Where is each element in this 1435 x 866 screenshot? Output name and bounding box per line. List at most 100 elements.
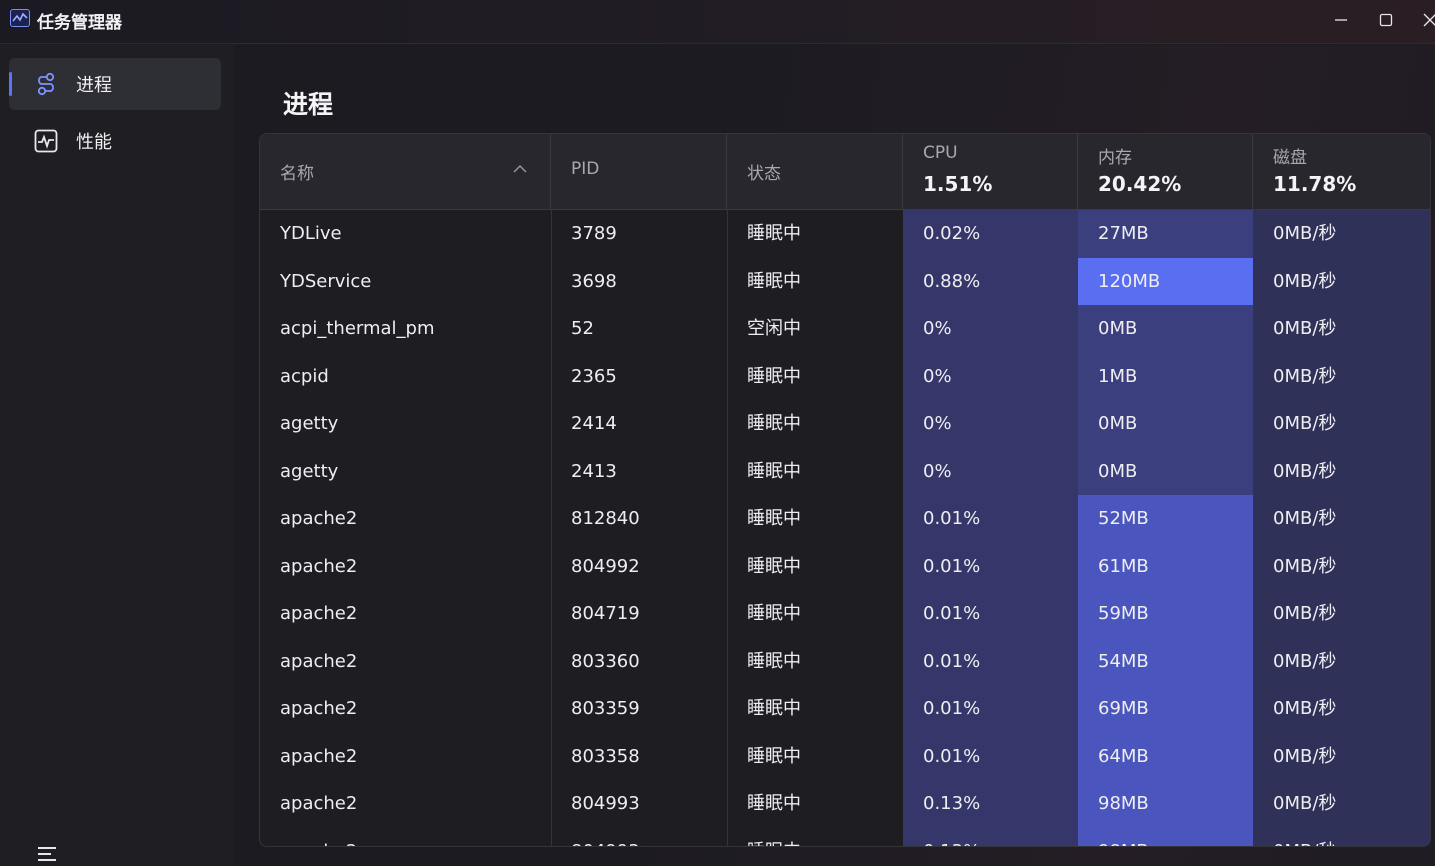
pid-cell: 804993 xyxy=(571,793,640,814)
state-cell: 睡眠中 xyxy=(747,223,801,244)
state-cell: 睡眠中 xyxy=(747,555,801,577)
hamburger-menu-icon xyxy=(38,847,56,861)
table-row[interactable]: acpi_thermal_pm 52 空闲中 0% 0MB 0MB/秒 xyxy=(260,305,1430,353)
process-name-cell: apache2 xyxy=(280,650,358,672)
memory-cell: 0MB xyxy=(1078,400,1253,448)
memory-cell: 54MB xyxy=(1078,637,1253,685)
pid-cell: 812840 xyxy=(571,508,640,529)
table-row[interactable]: apache2 812840 睡眠中 0.01% 52MB 0MB/秒 xyxy=(260,495,1430,543)
column-divider xyxy=(727,210,728,846)
column-header-cpu[interactable]: CPU 1.51% xyxy=(903,134,1078,210)
process-icon xyxy=(33,71,59,97)
column-label: 磁盘 xyxy=(1273,148,1307,168)
maximize-button[interactable] xyxy=(1372,8,1400,32)
disk-cell: 0MB/秒 xyxy=(1253,542,1430,590)
column-header-name[interactable]: 名称 xyxy=(260,134,551,210)
disk-cell: 0MB/秒 xyxy=(1253,495,1430,543)
pid-cell: 3789 xyxy=(571,223,617,244)
pid-cell: 804993 xyxy=(551,828,727,847)
sidebar-item-processes[interactable]: 进程 xyxy=(9,58,221,110)
disk-cell: 0MB/秒 xyxy=(1253,305,1430,353)
column-header-state[interactable]: 状态 xyxy=(727,134,903,210)
memory-cell: 64MB xyxy=(1078,732,1253,780)
pid-cell: 804992 xyxy=(571,555,640,577)
page-title: 进程 xyxy=(283,90,334,119)
disk-cell: 0MB/秒 xyxy=(1253,352,1430,400)
memory-cell: 98MB xyxy=(1078,780,1253,828)
disk-cell: 0MB/秒 xyxy=(1253,447,1430,495)
cpu-cell: 0.01% xyxy=(903,685,1078,733)
cpu-cell: 0.02% xyxy=(903,210,1078,258)
memory-cell: 120MB xyxy=(1078,257,1253,305)
memory-cell: 98MB xyxy=(1078,827,1253,846)
table-row[interactable]: acpid 2365 睡眠中 0% 1MB 0MB/秒 xyxy=(260,352,1430,400)
pid-cell: 2365 xyxy=(571,365,617,387)
minimize-button[interactable] xyxy=(1327,8,1355,32)
memory-cell: 1MB xyxy=(1078,352,1253,400)
column-label: 内存 xyxy=(1098,148,1132,168)
column-divider xyxy=(551,210,552,846)
process-name-cell: apache2 xyxy=(280,793,358,814)
column-label: PID xyxy=(571,159,600,179)
table-row[interactable]: YDLive 3789 睡眠中 0.02% 27MB 0MB/秒 xyxy=(260,210,1430,258)
state-cell: 睡眠中 xyxy=(747,460,801,482)
table-row[interactable]: apache2 804719 睡眠中 0.01% 59MB 0MB/秒 xyxy=(260,590,1430,638)
minimize-icon xyxy=(1335,19,1347,21)
cpu-cell: 0.01% xyxy=(903,637,1078,685)
active-indicator xyxy=(9,72,12,96)
table-row[interactable]: agetty 2414 睡眠中 0% 0MB 0MB/秒 xyxy=(260,400,1430,448)
memory-cell: 0MB xyxy=(1078,447,1253,495)
main-content: 进程 名称 PID 状态 CPU 1.51% 内存 20.42% 磁盘 xyxy=(234,45,1435,866)
column-header-pid[interactable]: PID xyxy=(551,134,727,210)
cpu-cell: 0.88% xyxy=(903,257,1078,305)
process-name-cell: YDService xyxy=(280,270,372,292)
window-title: 任务管理器 xyxy=(37,13,122,33)
disk-cell: 0MB/秒 xyxy=(1253,210,1430,258)
pid-cell: 3698 xyxy=(571,270,617,292)
disk-cell: 0MB/秒 xyxy=(1253,257,1430,305)
state-cell: 空闲中 xyxy=(747,318,801,339)
disk-cell: 0MB/秒 xyxy=(1253,780,1430,828)
process-name-cell: acpi_thermal_pm xyxy=(280,318,435,339)
state-cell: 睡眠中 xyxy=(747,698,801,719)
disk-cell: 0MB/秒 xyxy=(1253,827,1430,846)
sidebar: 进程 性能 xyxy=(0,45,234,866)
memory-cell: 27MB xyxy=(1078,210,1253,258)
table-row[interactable]: apache2 804992 睡眠中 0.01% 61MB 0MB/秒 xyxy=(260,542,1430,590)
table-row[interactable]: apache2 803359 睡眠中 0.01% 69MB 0MB/秒 xyxy=(260,685,1430,733)
table-row[interactable]: agetty 2413 睡眠中 0% 0MB 0MB/秒 xyxy=(260,447,1430,495)
process-name-cell: agetty xyxy=(280,460,339,482)
disk-cell: 0MB/秒 xyxy=(1253,590,1430,638)
table-row[interactable]: apache2 803360 睡眠中 0.01% 54MB 0MB/秒 xyxy=(260,637,1430,685)
cpu-cell: 0% xyxy=(903,400,1078,448)
process-name-cell: apache2 xyxy=(280,555,358,577)
state-cell: 睡眠中 xyxy=(747,745,801,767)
memory-cell: 59MB xyxy=(1078,590,1253,638)
cpu-cell: 0% xyxy=(903,447,1078,495)
process-name-cell: acpid xyxy=(280,365,329,387)
table-row[interactable]: YDService 3698 睡眠中 0.88% 120MB 0MB/秒 xyxy=(260,257,1430,305)
state-cell: 睡眠中 xyxy=(747,365,801,387)
memory-cell: 69MB xyxy=(1078,685,1253,733)
table-row[interactable]: apache2 803358 睡眠中 0.01% 64MB 0MB/秒 xyxy=(260,732,1430,780)
process-name-cell: agetty xyxy=(280,413,339,434)
close-button[interactable] xyxy=(1416,8,1435,32)
process-name-cell: apache2 xyxy=(280,745,358,767)
state-cell: 睡眠中 xyxy=(727,828,903,847)
performance-icon xyxy=(33,128,59,154)
column-header-disk[interactable]: 磁盘 11.78% xyxy=(1253,134,1430,210)
column-header-memory[interactable]: 内存 20.42% xyxy=(1078,134,1253,210)
pid-cell: 2413 xyxy=(571,460,617,482)
state-cell: 睡眠中 xyxy=(747,793,801,814)
pid-cell: 52 xyxy=(571,318,594,339)
hamburger-menu-button[interactable] xyxy=(36,845,58,863)
sidebar-item-performance[interactable]: 性能 xyxy=(9,115,221,167)
disk-cell: 0MB/秒 xyxy=(1253,637,1430,685)
sidebar-item-label: 性能 xyxy=(76,132,112,153)
state-cell: 睡眠中 xyxy=(747,270,801,292)
pid-cell: 803360 xyxy=(571,650,640,672)
column-label: 名称 xyxy=(280,164,314,184)
cpu-cell: 0% xyxy=(903,305,1078,353)
